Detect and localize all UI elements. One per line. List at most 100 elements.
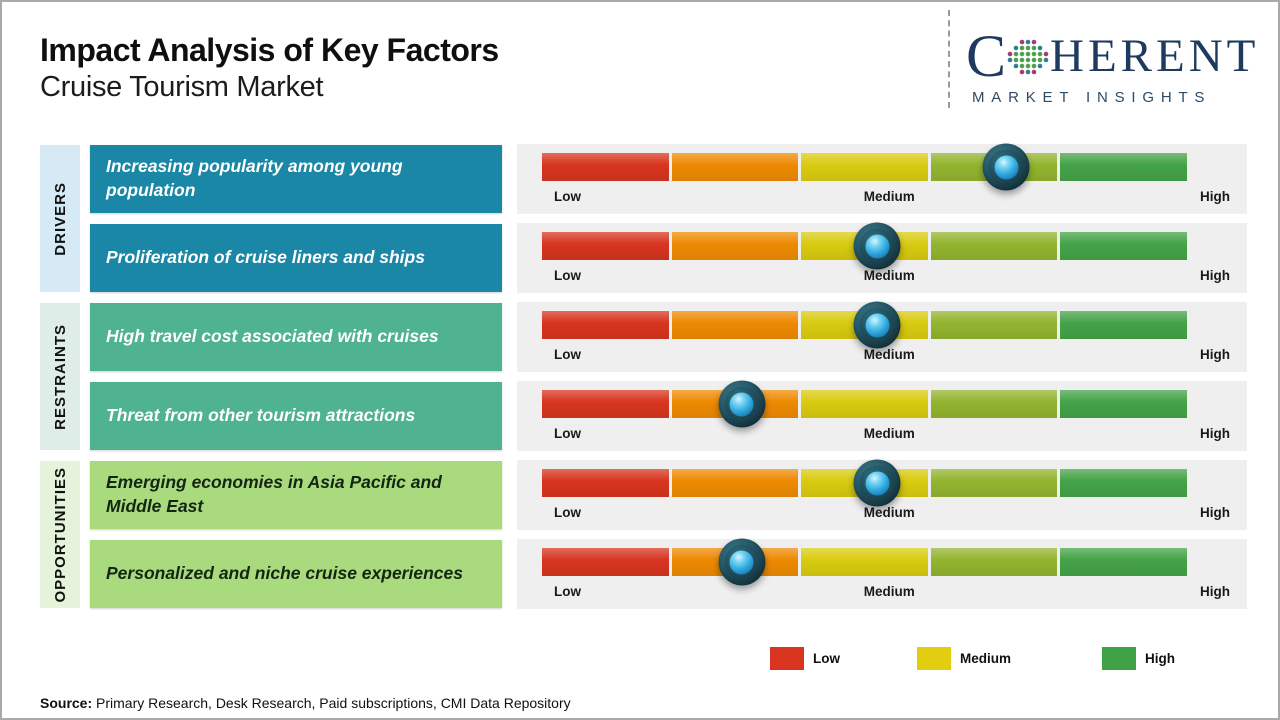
legend-item-high: High bbox=[1102, 647, 1175, 670]
impact-marker-core bbox=[865, 234, 890, 258]
tick-high: High bbox=[1200, 426, 1230, 441]
impact-scale-panel: Low Medium High bbox=[517, 301, 1247, 372]
tick-high: High bbox=[1200, 268, 1230, 283]
impact-scale-bar bbox=[542, 380, 1187, 428]
factor-label: Emerging economies in Asia Pacific and M… bbox=[106, 472, 442, 516]
tick-medium: Medium bbox=[863, 505, 915, 520]
tick-high: High bbox=[1200, 189, 1230, 204]
factor-card: Threat from other tourism attractions bbox=[90, 382, 502, 450]
logo-letters-herent: HERENT bbox=[1050, 29, 1260, 82]
group-strip-restraints: RESTRAINTS bbox=[40, 303, 80, 450]
scale-segment bbox=[801, 390, 928, 418]
tick-medium: Medium bbox=[863, 268, 915, 283]
impact-marker bbox=[982, 143, 1030, 191]
scale-segment bbox=[930, 548, 1058, 576]
tick-low: Low bbox=[554, 189, 581, 204]
scale-segment bbox=[1060, 153, 1187, 181]
source-label: Source: bbox=[40, 695, 93, 711]
header: Impact Analysis of Key Factors Cruise To… bbox=[40, 32, 499, 105]
impact-marker-core bbox=[994, 155, 1019, 179]
globe-dots-icon bbox=[1007, 36, 1049, 83]
group-label-drivers: DRIVERS bbox=[51, 181, 69, 256]
legend-label-low: Low bbox=[813, 651, 840, 666]
scale-segment bbox=[542, 548, 669, 576]
page-title: Impact Analysis of Key Factors bbox=[40, 32, 499, 68]
tick-low: Low bbox=[554, 505, 581, 520]
factor-label: Increasing popularity among young popula… bbox=[106, 156, 403, 200]
tick-high: High bbox=[1200, 347, 1230, 362]
legend-item-low: Low bbox=[770, 647, 840, 670]
tick-low: Low bbox=[554, 584, 581, 599]
scale-segment bbox=[671, 311, 799, 339]
source-note: Source: Primary Research, Desk Research,… bbox=[40, 695, 571, 711]
scale-segment bbox=[1060, 390, 1187, 418]
scale-segment bbox=[542, 390, 669, 418]
factor-card: High travel cost associated with cruises bbox=[90, 303, 502, 371]
legend-label-medium: Medium bbox=[960, 651, 1012, 666]
page-subtitle: Cruise Tourism Market bbox=[40, 70, 324, 103]
scale-segment bbox=[930, 311, 1058, 339]
impact-marker bbox=[853, 222, 901, 270]
tick-low: Low bbox=[554, 268, 581, 283]
impact-scale-bar bbox=[542, 538, 1187, 586]
tick-high: High bbox=[1200, 584, 1230, 599]
impact-scale-bar bbox=[542, 301, 1187, 349]
logo-letter-c: C bbox=[966, 23, 1007, 89]
scale-segment bbox=[542, 311, 669, 339]
tick-high: High bbox=[1200, 505, 1230, 520]
scale-segment bbox=[1060, 548, 1187, 576]
group-strip-drivers: DRIVERS bbox=[40, 145, 80, 292]
factor-card: Personalized and niche cruise experience… bbox=[90, 540, 502, 608]
scale-segment bbox=[542, 469, 669, 497]
scale-segment bbox=[930, 469, 1058, 497]
scale-segment bbox=[542, 232, 669, 260]
impact-scale-panel: Low Medium High bbox=[517, 380, 1247, 451]
legend-swatch-high bbox=[1102, 647, 1136, 670]
impact-marker bbox=[853, 459, 901, 507]
impact-marker-core bbox=[729, 550, 754, 574]
scale-segment bbox=[801, 548, 928, 576]
impact-scale-bar bbox=[542, 222, 1187, 270]
impact-marker bbox=[718, 380, 766, 428]
impact-scale-panel: Low Medium High bbox=[517, 222, 1247, 293]
group-label-restraints: RESTRAINTS bbox=[51, 323, 69, 430]
legend-label-high: High bbox=[1145, 651, 1175, 666]
impact-scale-panel: Low Medium High bbox=[517, 538, 1247, 609]
scale-segment bbox=[671, 153, 799, 181]
scale-segment bbox=[930, 232, 1058, 260]
scale-segment bbox=[801, 153, 928, 181]
impact-marker-core bbox=[729, 392, 754, 416]
legend-swatch-medium bbox=[917, 647, 951, 670]
scale-segment bbox=[930, 390, 1058, 418]
impact-scale-panel: Low Medium High bbox=[517, 143, 1247, 214]
logo-wordmark: C HERENT bbox=[966, 26, 1262, 86]
legend-item-medium: Medium bbox=[917, 647, 1011, 670]
factor-label: Proliferation of cruise liners and ships bbox=[106, 247, 425, 268]
group-strip-opportunities: OPPORTUNITIES bbox=[40, 461, 80, 608]
impact-scale-panel: Low Medium High bbox=[517, 459, 1247, 530]
tick-low: Low bbox=[554, 426, 581, 441]
scale-segment bbox=[671, 232, 799, 260]
factor-label: Personalized and niche cruise experience… bbox=[106, 563, 463, 584]
impact-marker bbox=[853, 301, 901, 349]
scale-segment bbox=[1060, 232, 1187, 260]
logo-divider-line bbox=[948, 10, 950, 108]
factor-card: Emerging economies in Asia Pacific and M… bbox=[90, 461, 502, 529]
impact-marker bbox=[718, 538, 766, 586]
scale-segment bbox=[1060, 311, 1187, 339]
tick-medium: Medium bbox=[863, 584, 915, 599]
group-label-opportunities: OPPORTUNITIES bbox=[51, 466, 69, 603]
legend-swatch-low bbox=[770, 647, 804, 670]
company-logo: C HERENT MARKET INSIGHTS bbox=[966, 26, 1262, 106]
scale-segment bbox=[671, 469, 799, 497]
impact-scale-bar bbox=[542, 143, 1187, 191]
factor-card: Increasing popularity among young popula… bbox=[90, 145, 502, 213]
logo-tagline: MARKET INSIGHTS bbox=[972, 89, 1212, 106]
factor-label: High travel cost associated with cruises bbox=[106, 326, 439, 347]
impact-marker-core bbox=[865, 471, 890, 495]
source-text: Primary Research, Desk Research, Paid su… bbox=[92, 695, 571, 711]
tick-medium: Medium bbox=[863, 426, 915, 441]
impact-marker-core bbox=[865, 313, 890, 337]
tick-low: Low bbox=[554, 347, 581, 362]
